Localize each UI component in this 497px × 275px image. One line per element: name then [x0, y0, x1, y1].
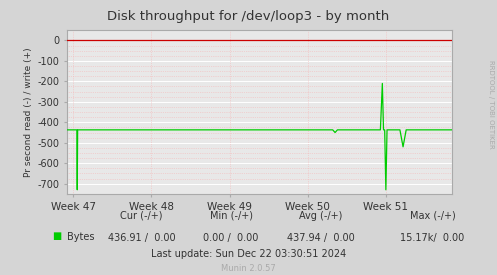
Text: Bytes: Bytes: [67, 232, 94, 241]
Text: RRDTOOL / TOBI OETIKER: RRDTOOL / TOBI OETIKER: [488, 60, 494, 149]
Text: 437.94 /  0.00: 437.94 / 0.00: [287, 233, 354, 243]
Text: Avg (-/+): Avg (-/+): [299, 211, 342, 221]
Text: ■: ■: [52, 232, 62, 241]
Text: 436.91 /  0.00: 436.91 / 0.00: [108, 233, 175, 243]
Text: 15.17k/  0.00: 15.17k/ 0.00: [400, 233, 465, 243]
Text: Max (-/+): Max (-/+): [410, 211, 455, 221]
Text: Cur (-/+): Cur (-/+): [120, 211, 163, 221]
Y-axis label: Pr second read (-) / write (+): Pr second read (-) / write (+): [24, 47, 33, 177]
Text: Min (-/+): Min (-/+): [210, 211, 252, 221]
Text: Munin 2.0.57: Munin 2.0.57: [221, 264, 276, 273]
Text: Disk throughput for /dev/loop3 - by month: Disk throughput for /dev/loop3 - by mont…: [107, 10, 390, 23]
Text: Last update: Sun Dec 22 03:30:51 2024: Last update: Sun Dec 22 03:30:51 2024: [151, 249, 346, 259]
Text: 0.00 /  0.00: 0.00 / 0.00: [203, 233, 259, 243]
